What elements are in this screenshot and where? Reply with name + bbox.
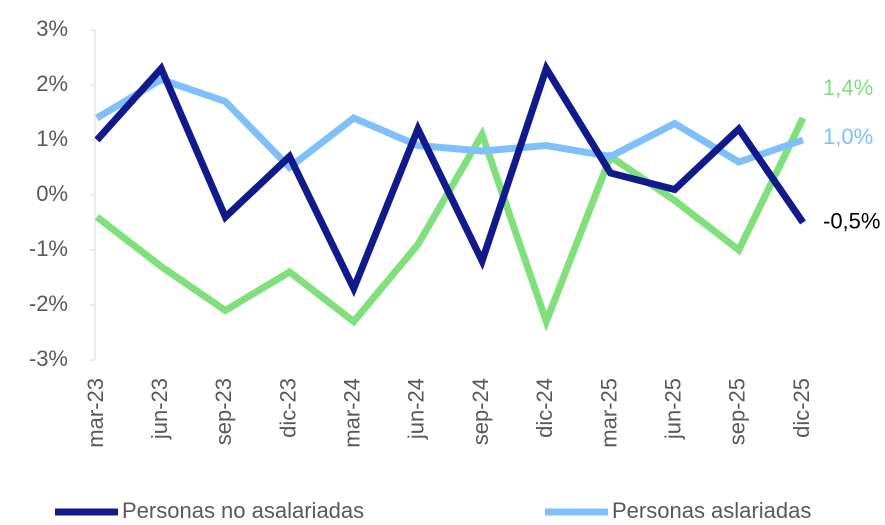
y-tick-label: 2%: [36, 71, 68, 96]
value-label: 1,0%: [823, 124, 873, 149]
x-tick-label: sep-24: [468, 378, 493, 445]
series-line: [95, 75, 805, 173]
x-tick-label: dic-25: [789, 378, 814, 438]
x-tick-label: jun-24: [404, 378, 429, 440]
y-tick-label: -3%: [29, 346, 68, 371]
series-line: [94, 60, 806, 298]
y-tick-label: -1%: [29, 236, 68, 261]
x-tick-label: sep-25: [725, 378, 750, 445]
legend-label: Personas aslariadas: [612, 498, 811, 523]
value-label: -0,5%: [823, 208, 880, 233]
x-tick-label: dic-24: [532, 378, 557, 438]
x-tick-label: jun-23: [147, 378, 172, 440]
y-tick-label: -2%: [29, 291, 68, 316]
y-tick-label: 0%: [36, 181, 68, 206]
x-tick-label: mar-23: [83, 378, 108, 448]
y-tick-label: 3%: [36, 16, 68, 41]
y-tick-label: 1%: [36, 126, 68, 151]
x-tick-label: mar-25: [596, 378, 621, 448]
x-tick-label: jun-25: [660, 378, 685, 440]
x-tick-label: mar-24: [340, 378, 365, 448]
x-tick-label: sep-23: [211, 378, 236, 445]
value-label: 1,4%: [823, 75, 873, 100]
legend-label: Personas no asalariadas: [122, 498, 364, 523]
x-tick-label: dic-23: [275, 378, 300, 438]
